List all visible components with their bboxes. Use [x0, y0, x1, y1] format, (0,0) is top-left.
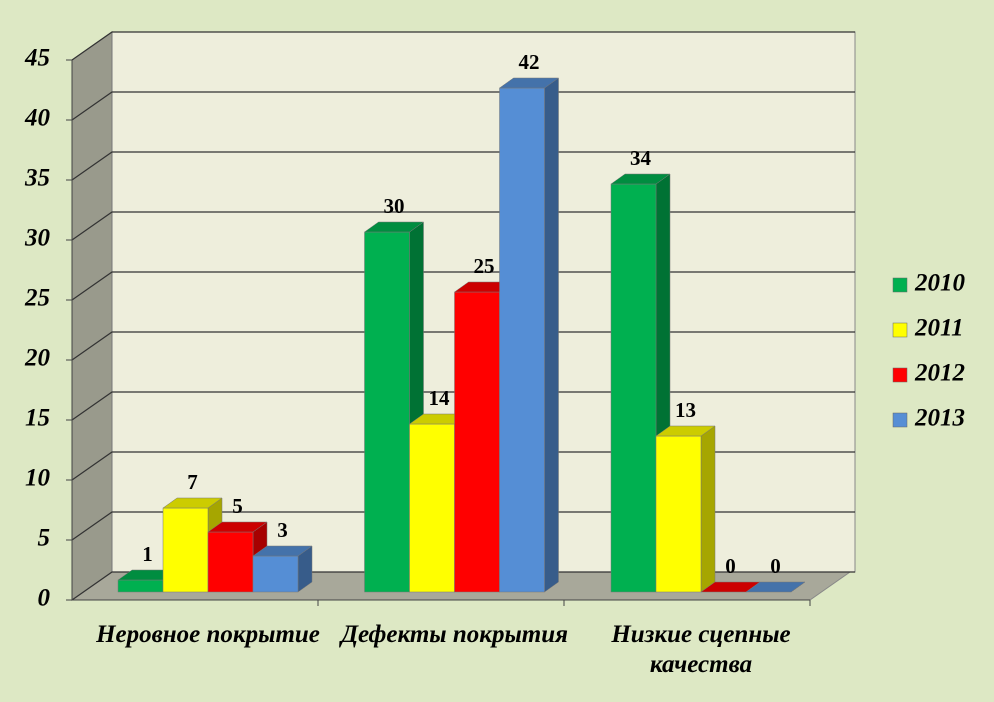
grid-line: [71, 271, 855, 301]
bar-front: [454, 291, 500, 593]
data-label: 7: [187, 470, 198, 494]
bar-front: [364, 231, 410, 593]
bar: [655, 425, 716, 593]
grid-line: [71, 391, 855, 421]
y-tick-label: 15: [25, 405, 50, 432]
legend-label: 2011: [914, 315, 964, 342]
bar-front: [655, 435, 702, 593]
legend-label: 2010: [914, 270, 966, 297]
y-tick-label: 5: [38, 525, 51, 552]
legend-swatch: [892, 367, 908, 383]
bar-front: [610, 183, 657, 593]
bar: [745, 581, 806, 593]
y-tick-label: 20: [24, 345, 51, 372]
grid-line: [71, 451, 855, 481]
bar: [252, 545, 313, 593]
data-label: 34: [630, 146, 652, 170]
bar-front: [499, 87, 545, 593]
legend-swatch: [892, 412, 908, 428]
data-label: 25: [474, 254, 495, 278]
y-tick-label: 35: [24, 165, 50, 192]
side-wall: [71, 31, 113, 601]
bar-top: [162, 497, 223, 509]
grid-line: [71, 211, 855, 241]
data-label: 1: [142, 542, 153, 566]
data-label: 14: [429, 386, 451, 410]
legend-swatch: [892, 277, 908, 293]
bar-side: [700, 425, 716, 593]
data-label: 42: [519, 50, 540, 74]
bar-front: [117, 579, 164, 593]
y-tick-label: 0: [38, 585, 51, 612]
bar-front: [409, 423, 455, 593]
bar: [610, 173, 671, 593]
bar-top: [610, 173, 671, 185]
grid-line: [71, 31, 855, 61]
x-tick-label: Дефекты покрытия: [340, 621, 569, 648]
y-tick-label: 40: [24, 105, 51, 132]
data-label: 3: [277, 518, 288, 542]
x-tick-label: Неровное покрытие: [96, 621, 320, 648]
grid-line: [71, 91, 855, 121]
data-label: 0: [770, 554, 781, 578]
bar: [498, 77, 560, 593]
bar-side: [544, 77, 559, 593]
y-tick-label: 30: [24, 225, 51, 252]
grid-line: [71, 331, 855, 361]
legend-swatch: [892, 322, 908, 338]
grid-line: [71, 151, 855, 181]
data-label: 13: [675, 398, 696, 422]
legend-label: 2013: [914, 405, 965, 432]
x-tick-label: Низкие сцепные качества: [611, 621, 791, 678]
grid-line: [71, 511, 855, 541]
bar-top: [363, 221, 425, 233]
legend-label: 2012: [914, 360, 965, 387]
bar-top: [745, 581, 806, 593]
y-tick-label: 10: [25, 465, 51, 492]
y-tick-label: 45: [24, 45, 50, 72]
bar-front: [162, 507, 209, 593]
bar-top: [207, 521, 268, 533]
bar-front: [252, 555, 299, 593]
data-label: 5: [232, 494, 243, 518]
data-label: 0: [725, 554, 736, 578]
bar-top: [252, 545, 313, 557]
bar-front: [207, 531, 254, 593]
grid-line: [71, 571, 855, 601]
bar-top: [498, 77, 560, 89]
data-label: 30: [384, 194, 405, 218]
bar-top: [655, 425, 716, 437]
y-tick-label: 25: [24, 285, 50, 312]
